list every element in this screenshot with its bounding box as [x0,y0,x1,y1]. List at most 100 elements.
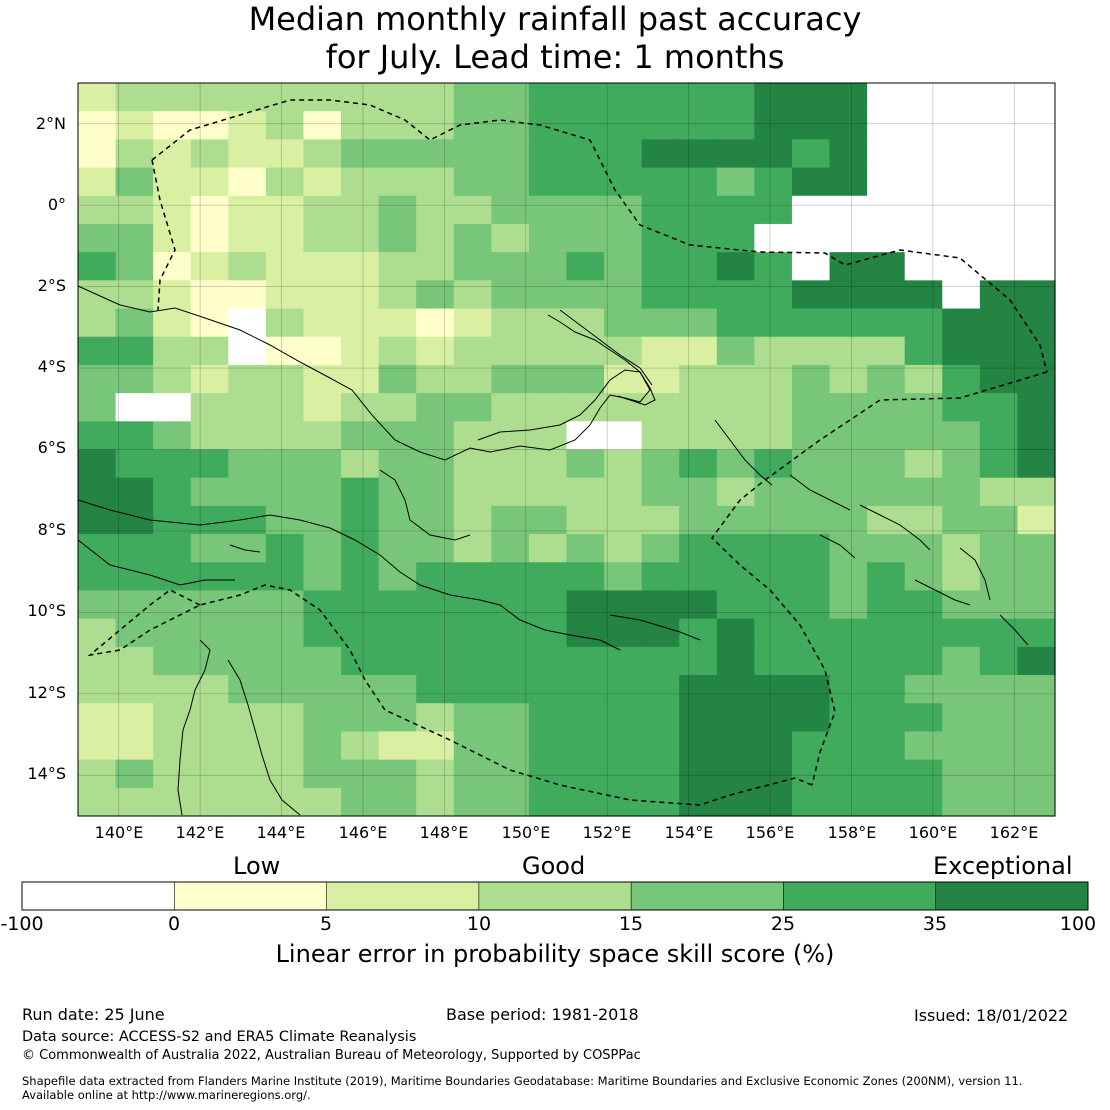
grid-cell [378,364,417,394]
grid-cell [491,223,530,253]
grid-cell [754,393,793,422]
grid-cell [867,731,906,761]
data-source: Data source: ACCESS-S2 and ERA5 Climate … [22,1029,417,1045]
grid-cell [566,477,605,507]
grid-cell [265,675,305,704]
grid-cell [265,223,305,253]
grid-cell [190,590,229,620]
grid-cell [341,759,380,789]
grid-cell [904,731,943,761]
grid-cell [679,759,718,789]
grid-cell [791,308,831,338]
grid-cell [942,336,981,366]
grid-cell [641,308,680,338]
grid-cell [979,787,1019,817]
grid-cell [604,505,643,535]
grid-cell [341,505,380,535]
grid-cell [378,731,417,761]
grid-cell [829,505,868,535]
grid-cell [566,646,605,676]
grid-cell [641,139,680,169]
grid-cell [378,534,417,563]
grid-cell [791,111,831,140]
graticule [78,83,1055,816]
grid-cell [453,646,492,676]
grid-cell [942,421,981,451]
grid-cell [829,731,868,761]
grid-cell [78,618,117,648]
grid-cell [904,364,943,394]
grid-cell [1017,646,1056,676]
grid-cell [679,336,718,366]
grid-cell [829,195,868,225]
grid-cell [265,477,305,507]
grid-cell [566,590,605,620]
grid-cell [791,477,831,507]
grid-cell [754,562,793,592]
grid-cell [528,83,568,112]
grid-cell [641,280,680,310]
grid-cell [1017,111,1056,140]
grid-cell [341,195,380,225]
grid-cell [228,195,267,225]
grid-cell [829,167,868,197]
grid-cell [979,139,1019,169]
grid-cell [979,83,1019,112]
grid-cell [378,308,417,338]
colorbar-tick-10: 10 [466,913,492,935]
grid-cell [641,336,680,366]
grid-cell [829,280,868,310]
grid-cell [378,139,417,169]
grid-cell [867,759,906,789]
grid-cell [528,393,568,422]
grid-cell [904,336,943,366]
grid-cell [716,223,755,253]
grid-cell [1017,223,1056,253]
grid-cell [754,364,793,394]
grid-cell [153,477,192,507]
grid-cell [153,562,192,592]
grid-cell [491,195,530,225]
grid-cell [303,590,342,620]
eez-boundary-png-north [151,99,1048,373]
grid-cell [115,139,154,169]
grid-cell [942,787,981,817]
grid-cell [190,534,229,563]
grid-cell [378,336,417,366]
grid-cell [303,675,342,704]
grid-cell [604,280,643,310]
grid-cell [378,83,417,112]
grid-cell [265,505,305,535]
grid-cell [416,111,455,140]
grid-cell [979,449,1019,479]
grid-cell [303,562,342,592]
grid-cell [78,675,117,704]
grid-cell [190,421,229,451]
grid-cell [416,280,455,310]
grid-cell [679,703,718,733]
grid-cell [867,421,906,451]
grid-cell [78,449,117,479]
grid-cell [416,759,455,789]
grid-cell [190,111,229,140]
grid-cell [416,308,455,338]
grid-cell [78,703,117,733]
grid-cell [904,787,943,817]
grid-cell [979,223,1019,253]
grid-cell [491,675,530,704]
grid-cell [829,223,868,253]
grid-cell [904,646,943,676]
lon-tick-152e: 152°E [582,823,632,842]
grid-cell [754,139,793,169]
grid-cell [115,618,154,648]
grid-cell [228,731,267,761]
lat-tick-12s: 12°S [27,683,66,702]
grid-cell [566,308,605,338]
grid-cell [265,618,305,648]
grid-cell [566,675,605,704]
grid-cell [979,252,1019,281]
grid-cell [265,731,305,761]
grid-cell [979,703,1019,733]
grid-cell [453,83,492,112]
grid-cell [641,505,680,535]
